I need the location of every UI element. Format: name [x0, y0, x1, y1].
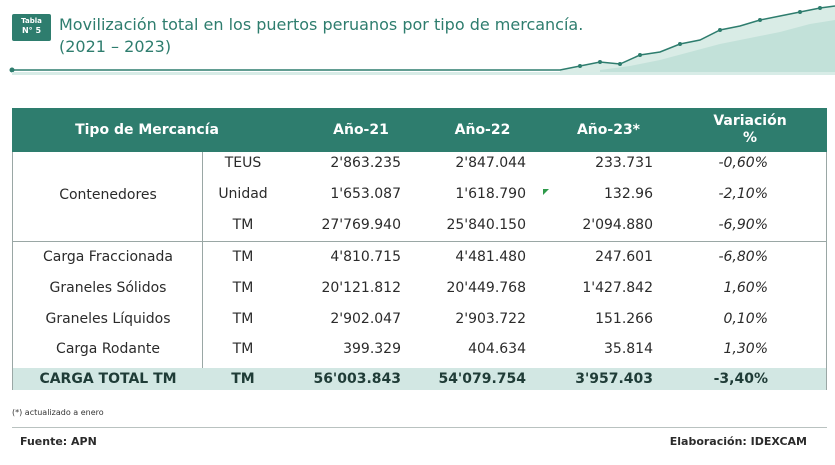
group-label-containers: Contenedores	[59, 187, 157, 203]
group-separator	[13, 241, 826, 242]
cell-unit: TM	[232, 249, 254, 265]
cell-year-21: 1'653.087	[330, 186, 401, 202]
credit-label: Elaboración: IDEXCAM	[669, 435, 807, 448]
cell-cargo-type: Carga Fraccionada	[43, 249, 173, 265]
cell-year-23: 247.601	[595, 249, 653, 265]
title-line-2: (2021 – 2023)	[59, 37, 172, 56]
cell-unit: Unidad	[218, 186, 268, 202]
source-label: Fuente: APN	[20, 435, 97, 448]
cell-cargo-type: Graneles Líquidos	[45, 311, 171, 327]
column-divider	[202, 152, 203, 368]
cell-year-23: 233.731	[595, 155, 653, 171]
header-year-22: Año-22	[454, 121, 511, 138]
cell-marker	[543, 189, 549, 195]
table-header: Tipo de Mercancía Año-21 Año-22 Año-23* …	[12, 108, 827, 152]
cell-year-23: 35.814	[604, 341, 653, 357]
cell-year-21: 399.329	[343, 341, 401, 357]
cell-year-23: 132.96	[604, 186, 653, 202]
cell-unit: TEUS	[224, 155, 262, 171]
badge-label: Tabla	[21, 17, 42, 25]
header-variation-unit: %	[742, 130, 758, 146]
cargo-table: Tipo de Mercancía Año-21 Año-22 Año-23* …	[12, 108, 827, 390]
cell-unit: TM	[232, 341, 254, 357]
cell-total-year-23: 3'957.403	[575, 371, 653, 387]
footnote: (*) actualizado a enero	[12, 408, 104, 417]
cell-year-21: 27'769.940	[321, 217, 401, 233]
cell-year-21: 2'863.235	[330, 155, 401, 171]
cell-unit: TM	[232, 217, 254, 233]
header-cargo-type: Tipo de Mercancía	[75, 121, 219, 138]
cell-total-year-21: 56'003.843	[313, 371, 401, 387]
cell-unit: TM	[232, 311, 254, 327]
cell-cargo-type: Graneles Sólidos	[49, 280, 167, 296]
cell-year-22: 2'847.044	[455, 155, 526, 171]
cell-variation: -0,60%	[718, 155, 768, 171]
badge-number: N° 5	[21, 26, 42, 35]
cell-variation: -6,90%	[718, 217, 768, 233]
cell-variation: 0,10%	[723, 311, 768, 327]
cell-variation: -6,80%	[718, 249, 768, 265]
title-line-1: Movilización total en los puertos peruan…	[59, 15, 584, 34]
header-year-23: Año-23*	[576, 121, 641, 138]
header-variation: Variación %	[690, 108, 810, 152]
cell-year-22: 1'618.790	[455, 186, 526, 202]
header-variation-label: Variación	[713, 113, 787, 129]
cell-unit: TM	[232, 280, 254, 296]
table-number-badge: Tabla N° 5	[12, 14, 51, 41]
cell-year-21: 2'902.047	[330, 311, 401, 327]
cell-year-23: 151.266	[595, 311, 653, 327]
cell-total-label: CARGA TOTAL TM	[39, 371, 177, 387]
page-title: Movilización total en los puertos peruan…	[59, 14, 619, 58]
footer-divider	[12, 427, 827, 428]
cell-cargo-type: Carga Rodante	[56, 341, 160, 357]
header-year-21: Año-21	[333, 121, 389, 138]
cell-variation: -2,10%	[718, 186, 768, 202]
cell-year-22: 20'449.768	[446, 280, 526, 296]
cell-total-year-22: 54'079.754	[438, 371, 526, 387]
cell-total-variation: -3,40%	[713, 371, 768, 387]
cell-year-23: 1'427.842	[582, 280, 653, 296]
header-decoration-graph	[9, 5, 835, 75]
cell-year-22: 25'840.150	[446, 217, 526, 233]
cell-variation: 1,30%	[723, 341, 768, 357]
cell-year-21: 4'810.715	[330, 249, 401, 265]
cell-variation: 1,60%	[723, 280, 768, 296]
cell-year-22: 404.634	[468, 341, 526, 357]
cell-year-23: 2'094.880	[582, 217, 653, 233]
total-row: CARGA TOTAL TM TM 56'003.843 54'079.754 …	[13, 368, 826, 390]
cell-total-unit: TM	[231, 371, 255, 387]
table-body: Contenedores TEUS 2'863.235 2'847.044 23…	[12, 152, 827, 390]
cell-year-22: 2'903.722	[455, 311, 526, 327]
cell-year-21: 20'121.812	[321, 280, 401, 296]
cell-year-22: 4'481.480	[455, 249, 526, 265]
